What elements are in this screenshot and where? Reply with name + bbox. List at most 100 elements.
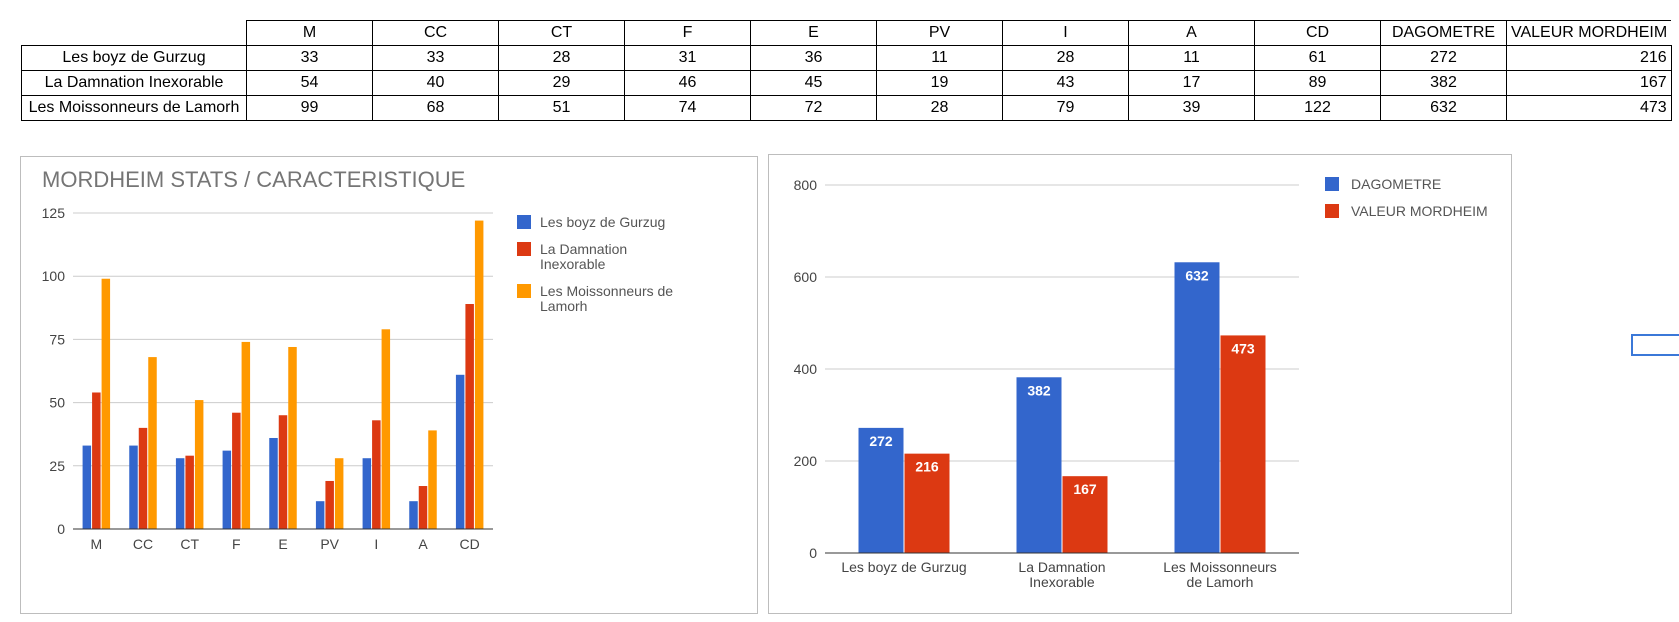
bar <box>465 304 474 529</box>
table-cell[interactable]: 61 <box>1254 45 1381 71</box>
table-cell[interactable]: 79 <box>1002 95 1129 121</box>
bar <box>185 455 194 529</box>
y-tick-label: 100 <box>42 268 66 284</box>
table-cell[interactable]: 29 <box>498 70 625 96</box>
y-tick-label: 800 <box>794 177 818 193</box>
table-cell[interactable]: 39 <box>1128 95 1255 121</box>
value-chart-card[interactable]: 0 200 400 600 800 272 216 Les boyz de Gurzug 382… <box>768 154 1512 614</box>
table-cell[interactable]: 40 <box>372 70 499 96</box>
bar <box>101 278 111 529</box>
bar <box>148 357 157 529</box>
bar <box>858 427 904 553</box>
table-cell[interactable]: 54 <box>246 70 373 96</box>
stats-chart-card[interactable]: MORDHEIM STATS / CARACTERISTIQUE 0 25 50 75 1… <box>20 156 758 614</box>
table-cell[interactable]: 272 <box>1380 45 1507 71</box>
header-cell[interactable]: CD <box>1254 20 1381 46</box>
y-tick-label: 75 <box>49 331 65 347</box>
bar <box>278 415 288 529</box>
bar <box>455 374 465 529</box>
table-cell[interactable]: 11 <box>1128 45 1255 71</box>
row-label-cell[interactable]: La Damnation Inexorable <box>21 70 247 96</box>
x-tick-label: E <box>278 536 287 552</box>
table-cell[interactable]: 33 <box>246 45 373 71</box>
bar <box>138 427 148 529</box>
bar <box>1220 335 1266 553</box>
table-cell[interactable]: 473 <box>1506 95 1672 121</box>
table-cell[interactable]: 11 <box>876 45 1003 71</box>
table-cell[interactable]: 632 <box>1380 95 1507 121</box>
table-cell[interactable]: 31 <box>624 45 751 71</box>
x-tick-label: de Lamorh <box>1187 574 1254 590</box>
row-label-cell[interactable]: Les Moissonneurs de Lamorh <box>21 95 247 121</box>
bar <box>1062 476 1108 553</box>
table-cell[interactable]: 72 <box>750 95 877 121</box>
bar <box>288 346 297 529</box>
stats-bar-chart[interactable]: MORDHEIM STATS / CARACTERISTIQUE 0 25 50 75 1… <box>21 157 757 613</box>
row-label-cell[interactable]: Les boyz de Gurzug <box>21 45 247 71</box>
header-cell[interactable]: I <box>1002 20 1129 46</box>
y-tick-label: 25 <box>49 458 65 474</box>
x-tick-label: A <box>418 536 428 552</box>
table-cell[interactable]: 74 <box>624 95 751 121</box>
table-cell[interactable]: 17 <box>1128 70 1255 96</box>
y-tick-label: 125 <box>42 205 66 221</box>
table-cell[interactable]: 89 <box>1254 70 1381 96</box>
header-cell[interactable]: CT <box>498 20 625 46</box>
table-cell[interactable]: 28 <box>498 45 625 71</box>
bar <box>381 329 391 529</box>
bar <box>315 501 325 529</box>
table-cell[interactable]: 51 <box>498 95 625 121</box>
table-cell[interactable]: 28 <box>876 95 1003 121</box>
legend-swatch <box>517 284 531 298</box>
legend-swatch <box>1325 204 1339 218</box>
bar <box>194 400 204 529</box>
header-cell[interactable]: PV <box>876 20 1003 46</box>
bar <box>232 412 241 529</box>
table-corner-cell[interactable] <box>22 21 247 46</box>
table-cell[interactable]: 33 <box>372 45 499 71</box>
table-row: La Damnation Inexorable 54 40 29 46 45 1… <box>21 70 1672 96</box>
header-cell[interactable]: E <box>750 20 877 46</box>
table-cell[interactable]: 99 <box>246 95 373 121</box>
bar <box>334 458 344 529</box>
bar <box>222 450 232 529</box>
bar-data-label: 272 <box>869 433 893 449</box>
legend-label: VALEUR MORDHEIM <box>1351 203 1488 219</box>
legend-label: Les boyz de Gurzug <box>540 214 665 230</box>
legend-swatch <box>517 215 531 229</box>
table-cell[interactable]: 45 <box>750 70 877 96</box>
table-cell[interactable]: 122 <box>1254 95 1381 121</box>
table-cell[interactable]: 216 <box>1506 45 1672 71</box>
header-cell[interactable]: CC <box>372 20 499 46</box>
header-cell[interactable]: DAGOMETRE <box>1380 20 1507 46</box>
table-cell[interactable]: 167 <box>1506 70 1672 96</box>
x-tick-label: CT <box>180 536 199 552</box>
header-cell[interactable]: F <box>624 20 751 46</box>
bar <box>474 220 484 530</box>
bar <box>175 458 185 529</box>
table-cell[interactable]: 19 <box>876 70 1003 96</box>
cell-selection-box[interactable] <box>1631 334 1679 356</box>
table-cell[interactable]: 43 <box>1002 70 1129 96</box>
x-tick-label: F <box>232 536 241 552</box>
table-cell[interactable]: 68 <box>372 95 499 121</box>
table-cell[interactable]: 382 <box>1380 70 1507 96</box>
header-cell[interactable]: M <box>246 20 373 46</box>
bar <box>409 501 418 529</box>
header-cell[interactable]: A <box>1128 20 1255 46</box>
y-tick-label: 50 <box>49 395 65 411</box>
x-tick-label: CD <box>460 536 480 552</box>
table-cell[interactable]: 36 <box>750 45 877 71</box>
table-cell[interactable]: 46 <box>624 70 751 96</box>
bar <box>241 341 251 529</box>
table-cell[interactable]: 28 <box>1002 45 1129 71</box>
legend-label: Inexorable <box>540 256 606 272</box>
value-bar-chart[interactable]: 0 200 400 600 800 272 216 Les boyz de Gurzug 382… <box>769 155 1511 613</box>
bar <box>372 420 381 529</box>
x-tick-label: Inexorable <box>1029 574 1095 590</box>
x-tick-label: I <box>374 536 378 552</box>
legend-swatch <box>517 242 531 256</box>
legend-label: Les Moissonneurs de <box>540 283 673 299</box>
bar-data-label: 632 <box>1185 267 1209 283</box>
header-cell[interactable]: VALEUR MORDHEIM <box>1506 20 1672 46</box>
